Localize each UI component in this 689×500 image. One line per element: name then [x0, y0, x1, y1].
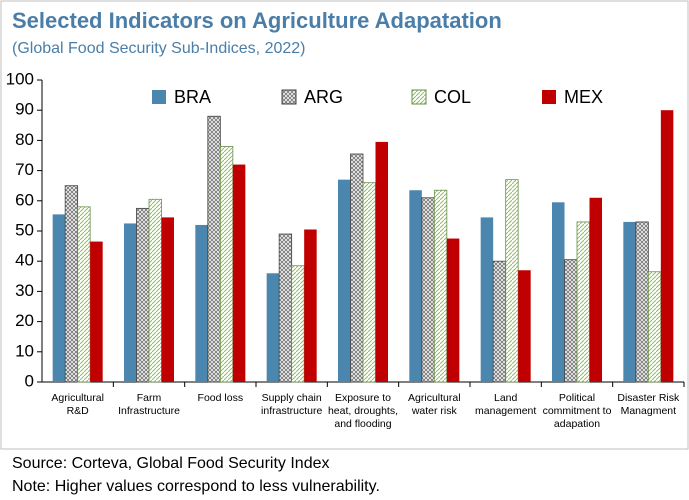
x-tick-label: Political commitment to adapation [542, 392, 612, 430]
x-tick-label: Agricultural water risk [408, 392, 461, 417]
y-tick-label: 100 [6, 69, 34, 88]
bar [433, 189, 448, 383]
bar [304, 229, 317, 382]
bar [589, 197, 602, 382]
x-tick-label: Farm Infrastructure [118, 392, 180, 417]
bar [338, 179, 351, 382]
bar [375, 141, 388, 382]
bar [291, 265, 305, 383]
bar [161, 217, 174, 382]
bar [124, 223, 137, 382]
bar [350, 153, 364, 383]
bar [576, 221, 590, 383]
legend-label: COL [434, 87, 471, 107]
legend-label: ARG [304, 87, 343, 107]
bar [195, 224, 208, 382]
bar [148, 198, 162, 383]
y-tick-label: 50 [15, 220, 34, 239]
legend-swatch [411, 89, 427, 105]
bar [136, 207, 150, 383]
bar [278, 233, 293, 383]
bar [409, 190, 422, 382]
y-tick-label: 10 [15, 341, 34, 360]
y-tick-label: 30 [15, 281, 34, 300]
x-tick-label: Land management [475, 392, 537, 417]
bar [480, 217, 494, 382]
bar [552, 202, 565, 382]
legend-label: MEX [564, 87, 603, 107]
y-tick-label: 70 [15, 160, 34, 179]
bar [421, 197, 435, 383]
y-tick-label: 40 [15, 251, 34, 270]
x-tick-label: Supply chain infrastructure [261, 392, 323, 417]
note: Note: Higher values correspond to less v… [12, 478, 380, 495]
bar [219, 146, 234, 383]
bar [647, 271, 662, 383]
bar [64, 185, 79, 383]
y-tick-label: 80 [15, 130, 34, 149]
bar [505, 179, 519, 383]
x-tick-label: Disaster Risk Managment [617, 392, 680, 417]
x-tick-label: Food loss [197, 392, 244, 404]
legend-label: BRA [174, 87, 211, 107]
bar [52, 214, 66, 382]
bar [564, 259, 578, 383]
legend-swatch [281, 89, 297, 105]
bar [446, 238, 460, 382]
bar [518, 270, 531, 382]
bar [232, 164, 246, 382]
chart-subtitle: (Global Food Security Sub-Indices, 2022) [12, 40, 305, 57]
x-tick-label: Exposure to heat, droughts, and flooding [327, 392, 399, 430]
y-tick-label: 20 [15, 311, 34, 330]
bar [635, 221, 649, 383]
y-tick-label: 60 [15, 190, 34, 209]
legend-swatch [152, 90, 166, 104]
y-tick-label: 0 [25, 371, 34, 390]
bar [77, 206, 91, 383]
bar [362, 182, 376, 383]
frame [0, 0, 689, 450]
bar [623, 221, 636, 382]
bar [207, 115, 221, 383]
y-tick-label: 90 [15, 100, 34, 119]
bar [660, 110, 674, 382]
chart-title: Selected Indicators on Agriculture Adapa… [12, 8, 502, 33]
bar [266, 273, 280, 382]
legend-swatch [542, 90, 556, 104]
bar [90, 241, 103, 382]
source: Source: Corteva, Global Food Security In… [12, 455, 330, 472]
bar [492, 260, 507, 383]
x-tick-label: Agricultural R&D [51, 392, 104, 417]
